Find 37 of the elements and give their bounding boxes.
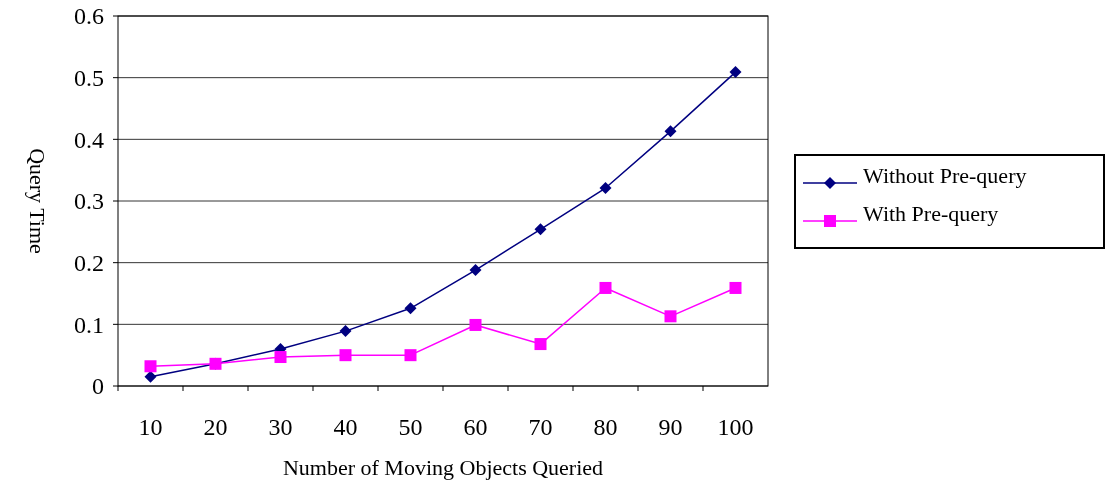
x-tick-label: 40 xyxy=(333,414,358,440)
point xyxy=(664,125,677,138)
point xyxy=(599,281,612,294)
point xyxy=(664,310,677,323)
point xyxy=(469,318,482,331)
point xyxy=(144,360,157,373)
point xyxy=(469,264,482,277)
y-tick-label: 0.6 xyxy=(74,3,104,30)
y-tick-label: 0.1 xyxy=(74,311,104,338)
x-tick-label: 60 xyxy=(463,414,488,440)
x-tick-label: 100 xyxy=(717,414,754,440)
x-tick-label: 70 xyxy=(528,414,553,440)
x-tick-label: 90 xyxy=(658,414,683,440)
point xyxy=(404,349,417,362)
point xyxy=(339,349,352,362)
y-tick-label: 0.4 xyxy=(74,126,104,153)
y-axis-title: Query Time xyxy=(25,148,50,254)
x-tick-label: 30 xyxy=(268,414,293,440)
x-tick-label: 80 xyxy=(593,414,618,440)
x-tick-label: 50 xyxy=(398,414,423,440)
point xyxy=(729,281,742,294)
legend-label: With Pre-query xyxy=(863,200,999,226)
y-tick-label: 0.5 xyxy=(74,65,104,92)
y-tick-label: 0.3 xyxy=(74,188,104,215)
point xyxy=(339,325,352,338)
point xyxy=(274,351,287,364)
legend-label: Without Pre-query xyxy=(863,162,1027,188)
point xyxy=(729,66,742,79)
point xyxy=(534,338,547,351)
y-tick-label: 0 xyxy=(92,373,104,400)
x-tick-label: 20 xyxy=(203,414,228,440)
x-tick-label: 10 xyxy=(138,414,163,440)
point xyxy=(599,182,612,195)
point xyxy=(404,302,417,315)
y-tick-label: 0.2 xyxy=(74,250,104,277)
x-axis-title: Number of Moving Objects Queried xyxy=(282,455,604,480)
point xyxy=(534,223,547,236)
